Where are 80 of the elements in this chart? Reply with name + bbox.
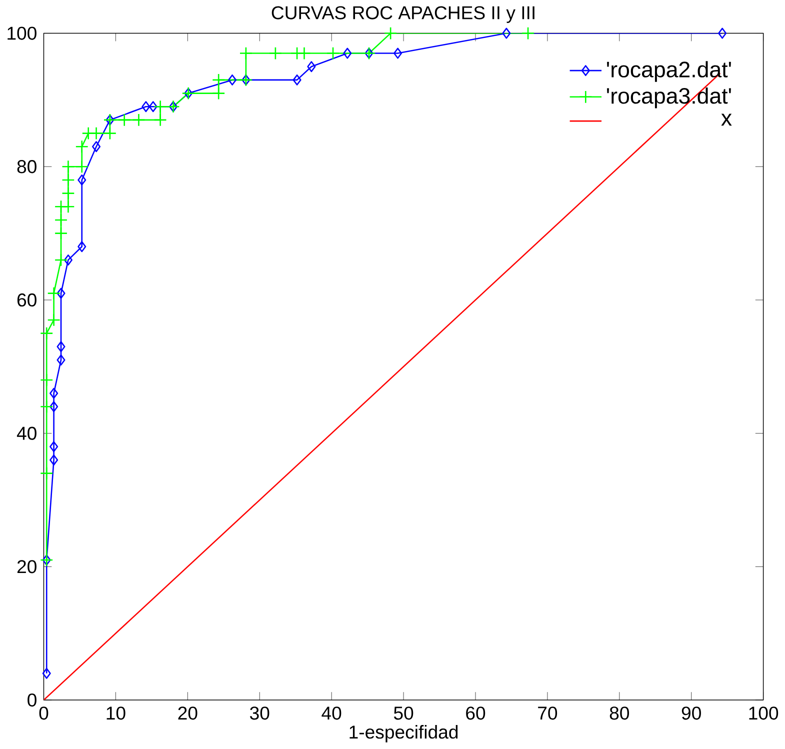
x-tick-label: 80: [610, 706, 630, 720]
point: [64, 254, 72, 266]
chart-title: CURVAS ROC APACHES II y III: [272, 6, 534, 24]
x-tick-label: 90: [682, 706, 701, 720]
point: [75, 160, 88, 174]
point: [78, 241, 86, 252]
point: [50, 454, 58, 466]
x-axis-title: 1-especifidad: [350, 725, 458, 743]
point: [56, 354, 66, 366]
point: [132, 114, 146, 127]
point: [106, 114, 114, 126]
point: [92, 141, 101, 152]
point: [62, 160, 75, 174]
point: [62, 200, 75, 214]
x-tick-label: 10: [106, 706, 126, 720]
point: [718, 28, 727, 39]
point: [50, 441, 58, 452]
point: [212, 86, 226, 100]
point: [40, 400, 54, 414]
point: [42, 668, 51, 680]
point: [103, 126, 117, 140]
y-tick-label: 0: [28, 694, 36, 707]
point: [228, 74, 237, 86]
point: [118, 114, 131, 127]
series-label: x: [721, 114, 732, 126]
point: [50, 388, 58, 400]
y-tick-label: 20: [17, 560, 36, 574]
point: [521, 26, 535, 40]
y-tick-label: 60: [17, 294, 36, 307]
point: [148, 101, 158, 112]
point: [212, 74, 226, 87]
point: [182, 86, 195, 100]
x-tick-label: 60: [466, 706, 486, 720]
y-tick-label: 80: [17, 160, 36, 174]
point: [362, 46, 376, 60]
x-tick-label: 70: [538, 706, 558, 720]
point: [154, 100, 167, 114]
point: [40, 466, 54, 480]
x-tick-label: 20: [178, 706, 198, 720]
point: [268, 46, 282, 60]
point: [239, 74, 253, 87]
y-tick-label: 100: [8, 26, 36, 40]
x-tick-label: 50: [394, 706, 414, 720]
x-tick-label: 40: [322, 706, 342, 720]
point: [298, 46, 311, 60]
point: [54, 226, 68, 240]
point: [242, 74, 250, 86]
point: [40, 554, 54, 567]
point: [54, 254, 68, 267]
point: [54, 214, 68, 227]
point: [62, 174, 75, 187]
point: [56, 288, 66, 299]
point: [40, 326, 54, 340]
point: [47, 286, 60, 300]
x-tick-label: 0: [39, 706, 48, 720]
legend-label: 'rocapa2.dat': [606, 61, 731, 82]
point: [292, 74, 302, 86]
x-tick-label: 100: [749, 706, 778, 720]
point: [154, 114, 167, 127]
point: [103, 114, 117, 127]
point: [75, 140, 88, 154]
point: [47, 314, 60, 327]
point: [184, 88, 193, 99]
point: [142, 101, 150, 112]
point: [502, 28, 511, 39]
point: [56, 341, 66, 352]
point: [62, 186, 75, 200]
point: [42, 554, 51, 566]
point: [307, 61, 316, 72]
point: [384, 26, 398, 40]
point: [326, 46, 340, 60]
point: [364, 48, 374, 59]
point: [343, 48, 352, 59]
point: [78, 174, 86, 186]
point: [50, 401, 58, 412]
point: [394, 48, 402, 59]
x-tick-label: 30: [250, 706, 270, 720]
point: [239, 46, 253, 60]
y-tick-label: 40: [16, 426, 36, 440]
point: [40, 374, 54, 387]
